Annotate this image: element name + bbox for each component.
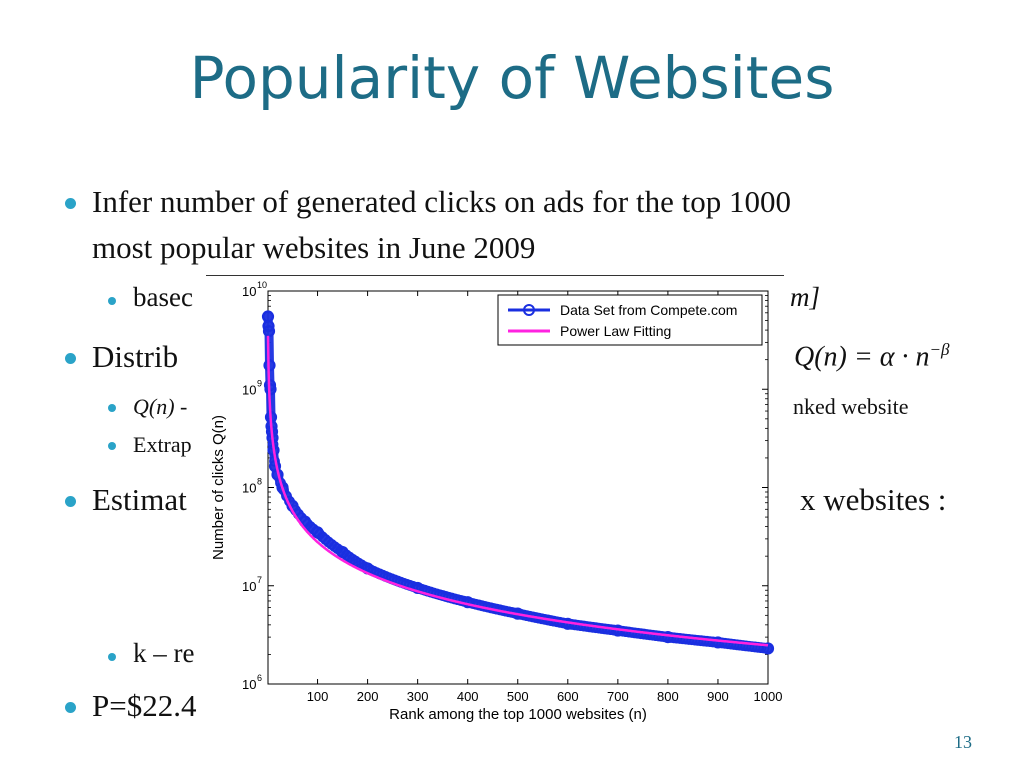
data-point	[276, 481, 289, 494]
page-number: 13	[954, 732, 972, 752]
slide-title: Popularity of Websites	[189, 44, 835, 112]
power-law-formula: Q(n) = α · n−β	[794, 340, 949, 373]
x-tick-label: 700	[607, 689, 629, 704]
y-tick-label: 10	[242, 677, 256, 692]
bullet-2-sub-1-right: nked website	[793, 394, 909, 419]
y-tick-exponent: 8	[257, 477, 262, 487]
y-tick-exponent: 10	[257, 280, 267, 290]
sub-bullet-dot	[108, 442, 116, 450]
y-tick-exponent: 7	[257, 575, 262, 585]
data-point	[311, 526, 324, 539]
bullet-1-line-2: most popular websites in June 2009	[92, 230, 536, 265]
bullet-1-line-1: Infer number of generated clicks on ads …	[92, 184, 791, 219]
power-law-fit-line	[266, 335, 769, 647]
x-tick-label: 100	[307, 689, 329, 704]
x-tick-label: 600	[557, 689, 579, 704]
bullet-dot	[65, 702, 76, 713]
formula-main: Q(n) = α · n	[794, 341, 930, 373]
legend-label-fit: Power Law Fitting	[560, 323, 671, 339]
bullet-dot	[65, 496, 76, 507]
y-tick-label: 10	[242, 284, 256, 299]
sub-bullet-dot	[108, 653, 116, 661]
bullet-2-left: Distrib	[92, 339, 179, 374]
chart-figure: 100 200 300 400 500 600 700 800 900 1000 10 6 10 7 10 8…	[206, 275, 784, 730]
bullet-3-sub-left: k – re	[133, 638, 195, 668]
bullet-dot	[65, 353, 76, 364]
data-point-marker	[314, 528, 325, 540]
legend-label-data: Data Set from Compete.com	[560, 302, 737, 318]
chart-background	[206, 275, 784, 730]
bullet-3-left: Estimat	[92, 482, 187, 517]
data-point	[661, 631, 674, 644]
data-point	[711, 636, 725, 649]
sub-bullet-dot	[108, 404, 116, 412]
x-tick-label: 1000	[754, 689, 783, 704]
bullet-3-right: x websites :	[800, 482, 947, 517]
y-tick-label: 10	[242, 382, 256, 397]
x-tick-label: 900	[707, 689, 729, 704]
bullet-1-sub-left: basec	[133, 282, 193, 312]
y-tick-label: 10	[242, 481, 256, 496]
data-point	[411, 581, 424, 595]
bullet-2-sub-2-left: Extrap	[133, 432, 192, 457]
data-point	[262, 319, 275, 333]
x-tick-label: 300	[407, 689, 429, 704]
x-tick-label: 200	[357, 689, 379, 704]
x-axis-label: Rank among the top 1000 websites (n)	[389, 706, 647, 723]
x-tick-label: 800	[657, 689, 679, 704]
formula-exponent: −β	[929, 340, 950, 359]
data-point	[761, 642, 775, 655]
figure-top-rule	[206, 275, 784, 276]
y-tick-exponent: 9	[257, 378, 262, 388]
bullet-dot	[65, 198, 76, 209]
bullet-4-left: P=$22.4	[92, 688, 197, 723]
y-tick-exponent: 6	[257, 673, 262, 683]
x-tick-label: 400	[457, 689, 479, 704]
bullet-2-sub-1-left: Q(n) -	[133, 394, 188, 419]
x-tick-label: 500	[507, 689, 529, 704]
legend-marker-data	[523, 304, 535, 316]
bullet-1-sub-right: m]	[790, 282, 821, 312]
data-point	[336, 546, 349, 559]
sub-bullet-dot	[108, 297, 116, 305]
y-tick-label: 10	[242, 579, 256, 594]
legend-box	[497, 294, 763, 346]
y-axis-label: Number of clicks Q(n)	[210, 415, 227, 560]
